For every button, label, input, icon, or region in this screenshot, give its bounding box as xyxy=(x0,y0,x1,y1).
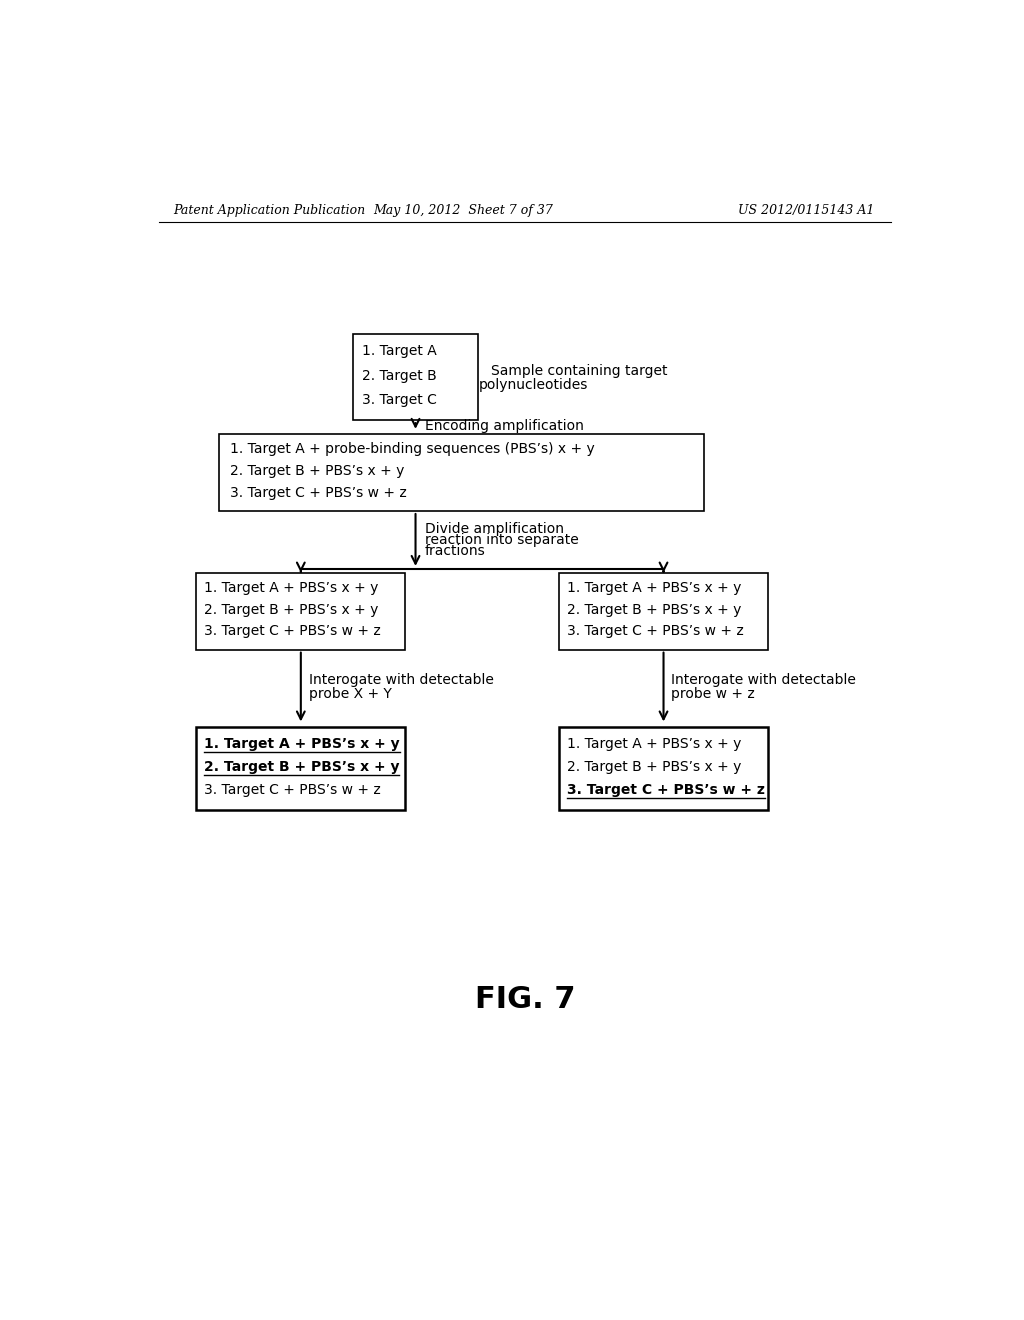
Text: Patent Application Publication: Patent Application Publication xyxy=(173,205,366,218)
Bar xyxy=(197,573,406,649)
Text: Interogate with detectable: Interogate with detectable xyxy=(672,673,856,688)
Text: 1. Target A + PBS’s x + y: 1. Target A + PBS’s x + y xyxy=(566,581,741,595)
Text: probe w + z: probe w + z xyxy=(672,686,755,701)
Text: 2. Target B + PBS’s x + y: 2. Target B + PBS’s x + y xyxy=(230,465,404,478)
Text: probe X + Y: probe X + Y xyxy=(308,686,391,701)
Text: fractions: fractions xyxy=(425,544,485,558)
Text: May 10, 2012  Sheet 7 of 37: May 10, 2012 Sheet 7 of 37 xyxy=(373,205,553,218)
Bar xyxy=(219,434,703,511)
Text: 1. Target A + PBS’s x + y: 1. Target A + PBS’s x + y xyxy=(204,737,399,751)
Bar xyxy=(559,573,768,649)
Text: 3. Target C + PBS’s w + z: 3. Target C + PBS’s w + z xyxy=(566,783,765,797)
Text: 1. Target A: 1. Target A xyxy=(362,345,437,358)
Text: 1. Target A + PBS’s x + y: 1. Target A + PBS’s x + y xyxy=(566,737,741,751)
Text: 3. Target C + PBS’s w + z: 3. Target C + PBS’s w + z xyxy=(230,486,408,499)
Text: FIG. 7: FIG. 7 xyxy=(474,985,575,1014)
Text: Sample containing target: Sample containing target xyxy=(490,364,668,378)
Bar xyxy=(559,726,768,810)
Text: 2. Target B + PBS’s x + y: 2. Target B + PBS’s x + y xyxy=(566,760,741,774)
Text: US 2012/0115143 A1: US 2012/0115143 A1 xyxy=(738,205,874,218)
Bar xyxy=(197,726,406,810)
Text: 2. Target B + PBS’s x + y: 2. Target B + PBS’s x + y xyxy=(566,603,741,616)
Text: reaction into separate: reaction into separate xyxy=(425,533,579,546)
Text: 3. Target C: 3. Target C xyxy=(362,393,437,407)
Text: 2. Target B + PBS’s x + y: 2. Target B + PBS’s x + y xyxy=(204,603,378,616)
Text: 2. Target B: 2. Target B xyxy=(362,368,437,383)
Text: polynucleotides: polynucleotides xyxy=(478,378,588,392)
Text: 3. Target C + PBS’s w + z: 3. Target C + PBS’s w + z xyxy=(204,783,381,797)
Text: Interogate with detectable: Interogate with detectable xyxy=(308,673,494,688)
Text: 3. Target C + PBS’s w + z: 3. Target C + PBS’s w + z xyxy=(566,624,743,638)
Text: 1. Target A + PBS’s x + y: 1. Target A + PBS’s x + y xyxy=(204,581,378,595)
Text: 3. Target C + PBS’s w + z: 3. Target C + PBS’s w + z xyxy=(204,624,381,638)
Text: 2. Target B + PBS’s x + y: 2. Target B + PBS’s x + y xyxy=(204,760,399,774)
Text: Encoding amplification: Encoding amplification xyxy=(425,418,584,433)
Text: 1. Target A + probe-binding sequences (PBS’s) x + y: 1. Target A + probe-binding sequences (P… xyxy=(230,442,595,457)
Text: Divide amplification: Divide amplification xyxy=(425,523,564,536)
Bar xyxy=(352,334,478,420)
